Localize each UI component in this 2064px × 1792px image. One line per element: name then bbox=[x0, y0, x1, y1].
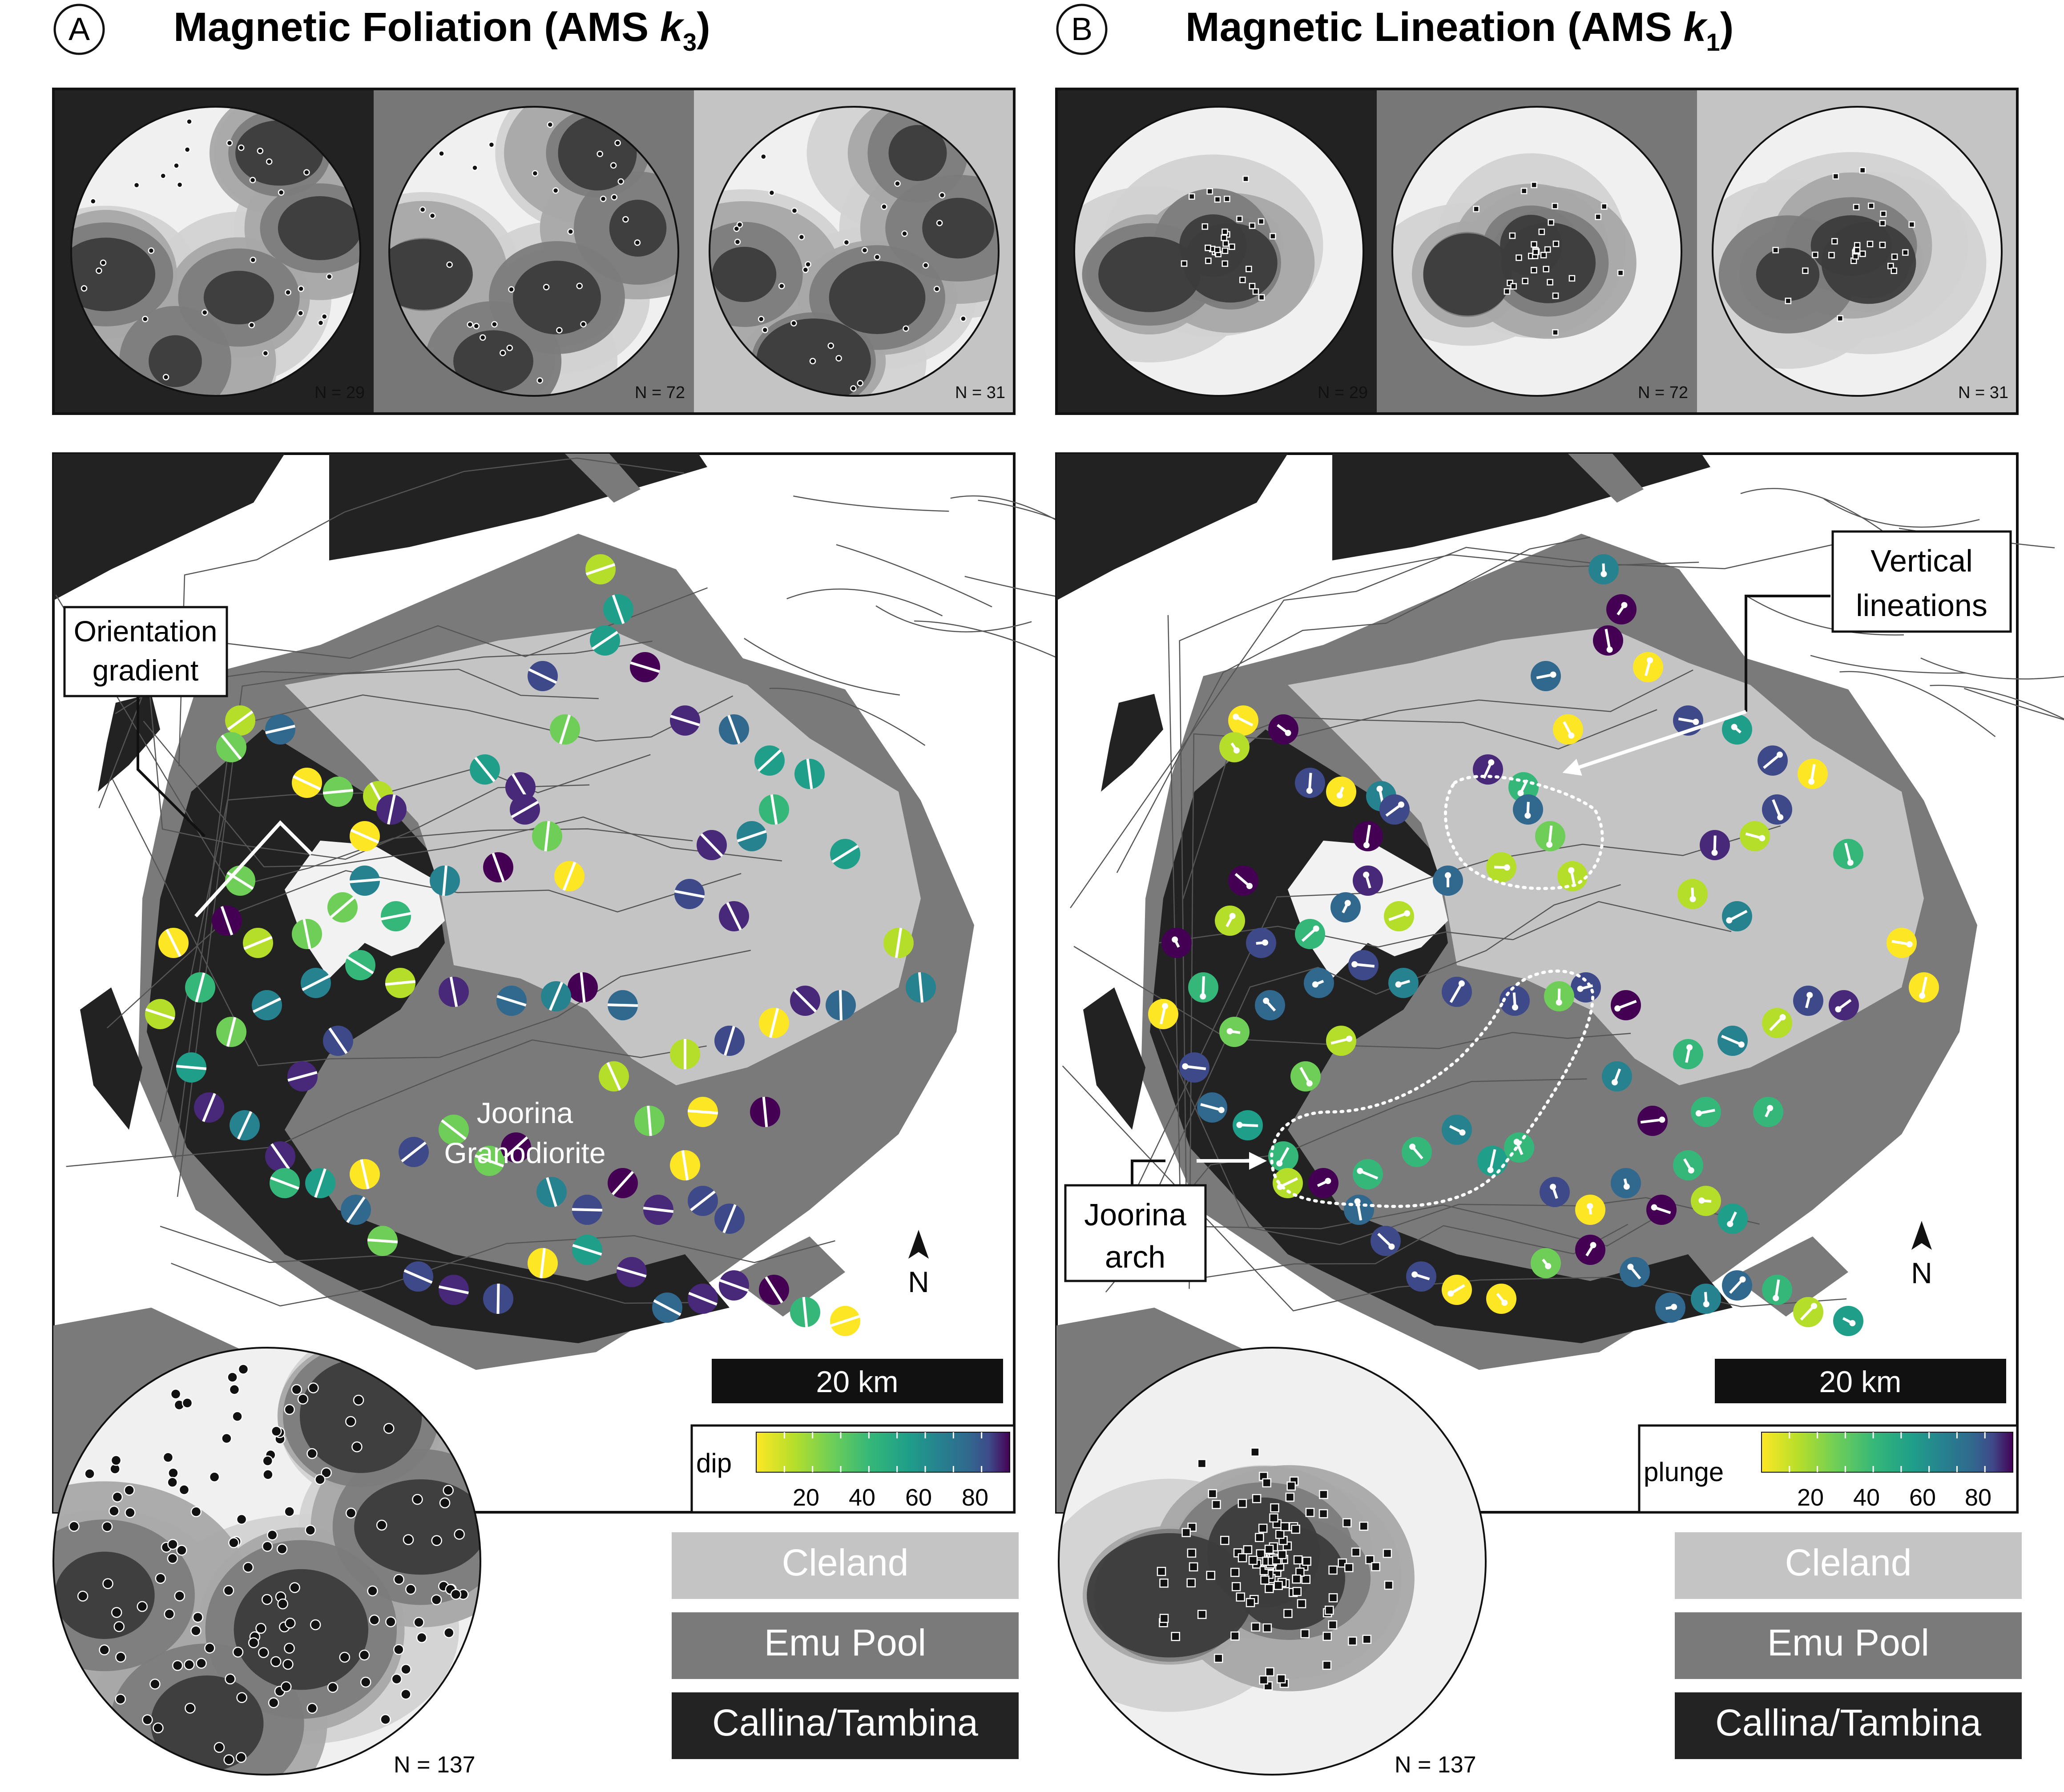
panel-a-stereonet-strip: N = 29 N = 72 N = 31 bbox=[52, 88, 1016, 415]
scale-bar-a bbox=[712, 1359, 1003, 1403]
vertical-lineations-line2: lineations bbox=[1856, 588, 1987, 623]
scale-bar-label-a: 20 km bbox=[816, 1365, 898, 1399]
orientation-gradient-callout: Orientation gradient bbox=[63, 606, 313, 918]
legend-cleland-swatch-a bbox=[672, 1532, 1019, 1599]
panel-a: A Magnetic Foliation (AMS k3) N = 29 N =… bbox=[52, 4, 1134, 1778]
legend-emu-pool-a: Emu Pool bbox=[764, 1622, 926, 1663]
colorbar-tick-40-b: 40 bbox=[1853, 1484, 1880, 1511]
vertical-lineations-callout: Vertical lineations bbox=[1562, 530, 2012, 776]
map-sites-a bbox=[145, 554, 936, 1336]
count-label-b2: N = 72 bbox=[1638, 383, 1688, 402]
joorina-arch-line1: Joorina bbox=[1084, 1197, 1186, 1232]
north-arrow-icon bbox=[1911, 1221, 1932, 1250]
colorbar-tick-80-a: 80 bbox=[962, 1484, 988, 1511]
colorbar-a: dip 20 40 60 80 bbox=[690, 1424, 1016, 1514]
summary-count-b: N = 137 bbox=[1395, 1752, 1476, 1778]
joorina-arch-outline bbox=[1270, 969, 1595, 1208]
colorbar-tick-40-a: 40 bbox=[849, 1484, 875, 1511]
legend-callina-a: Callina/Tambina bbox=[712, 1702, 978, 1744]
scale-bar-b bbox=[1715, 1359, 2006, 1403]
colorbar-tick-60-a: 60 bbox=[905, 1484, 932, 1511]
colorbar-tick-20-b: 20 bbox=[1797, 1484, 1824, 1511]
stereonet-foliation-1 bbox=[70, 106, 361, 397]
legend-emu-pool-swatch-a bbox=[672, 1612, 1019, 1679]
panel-a-title: Magnetic Foliation (AMS k3) bbox=[173, 4, 710, 56]
legend-cleland-a: Cleland bbox=[782, 1542, 909, 1583]
legend-callina-swatch-a bbox=[672, 1692, 1019, 1759]
stereonet-lineation-2 bbox=[1391, 106, 1682, 397]
panel-b-letter-circle bbox=[1056, 4, 1108, 55]
scale-bar-label-b: 20 km bbox=[1819, 1365, 1901, 1399]
legend-cleland-b: Cleland bbox=[1785, 1542, 1912, 1583]
joorina-arch-callout: Joorina arch bbox=[1064, 1152, 1267, 1282]
joorina-granodiorite-line1: Joorina bbox=[477, 1096, 573, 1129]
legend-cleland-swatch-b bbox=[1675, 1532, 2022, 1599]
panel-b-letter: B bbox=[1071, 12, 1092, 47]
panel-b-title: Magnetic Lineation (AMS k1) bbox=[1185, 4, 1733, 56]
north-arrow-icon bbox=[908, 1230, 929, 1259]
summary-stereonet-b bbox=[1058, 1347, 1487, 1776]
legend-emu-pool-swatch-b bbox=[1675, 1612, 2022, 1679]
legend-emu-pool-b: Emu Pool bbox=[1767, 1622, 1929, 1663]
count-label-a1: N = 29 bbox=[314, 383, 365, 402]
count-label-b1: N = 29 bbox=[1318, 383, 1368, 402]
count-label-a3: N = 31 bbox=[955, 383, 1005, 402]
summary-stereonet-a bbox=[52, 1347, 481, 1776]
joorina-arch-line2: arch bbox=[1105, 1240, 1165, 1274]
orientation-gradient-line1: Orientation bbox=[74, 615, 218, 648]
colorbar-tick-80-b: 80 bbox=[1965, 1484, 1991, 1511]
colorbar-label-a: dip bbox=[696, 1448, 732, 1478]
colorbar-tick-60-b: 60 bbox=[1909, 1484, 1936, 1511]
panel-b: B Magnetic Lineation (AMS k1) N = 29 N =… bbox=[1055, 4, 2064, 1778]
vertical-lineations-outline bbox=[1444, 774, 1604, 890]
count-label-a2: N = 72 bbox=[635, 383, 685, 402]
panel-b-map: Vertical lineations Joorina arch N 20 km… bbox=[1055, 452, 2064, 1514]
north-label-a: N bbox=[908, 1265, 929, 1298]
legend-a: Cleland Emu Pool Callina/Tambina bbox=[672, 1532, 1019, 1759]
colorbar-tick-20-a: 20 bbox=[793, 1484, 819, 1511]
stereonet-foliation-2 bbox=[388, 106, 679, 397]
stereonet-lineation-3 bbox=[1712, 106, 2003, 397]
north-label-b: N bbox=[1911, 1256, 1932, 1289]
legend-callina-swatch-b bbox=[1675, 1692, 2022, 1759]
map-sites-b bbox=[1148, 554, 1939, 1336]
joorina-granodiorite-line2: Granodiorite bbox=[444, 1136, 605, 1169]
panel-b-stereonet-strip: N = 29 N = 72 N = 31 bbox=[1055, 88, 2019, 415]
count-label-b3: N = 31 bbox=[1958, 383, 2008, 402]
colorbar-label-b: plunge bbox=[1644, 1457, 1724, 1487]
summary-count-a: N = 137 bbox=[394, 1752, 476, 1778]
stereonet-lineation-1 bbox=[1073, 106, 1364, 397]
panel-a-letter: A bbox=[69, 12, 90, 47]
legend-callina-b: Callina/Tambina bbox=[1715, 1702, 1981, 1744]
legend-b: Cleland Emu Pool Callina/Tambina bbox=[1675, 1532, 2022, 1759]
orientation-gradient-line2: gradient bbox=[93, 654, 199, 687]
panel-a-letter-circle bbox=[53, 4, 105, 55]
colorbar-b: plunge 20 40 60 80 bbox=[1638, 1424, 2019, 1514]
vertical-lineations-line1: Vertical bbox=[1870, 544, 1973, 578]
